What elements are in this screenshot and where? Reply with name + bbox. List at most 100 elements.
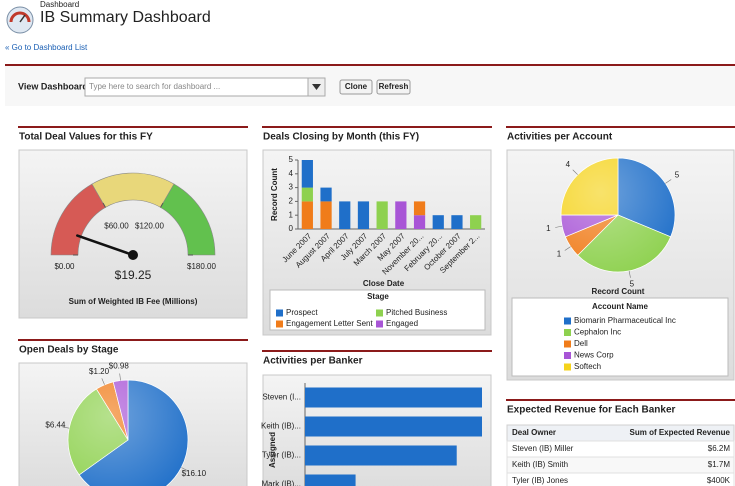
bar-segment (470, 215, 482, 229)
panel-title: Activities per Banker (263, 356, 363, 367)
gauge-tick-label: $180.00 (187, 262, 216, 271)
breadcrumb: Dashboard (40, 0, 79, 9)
gauge-caption: Sum of Weighted IB Fee (Millions) (69, 297, 198, 306)
gauge-needle (76, 234, 135, 257)
toolbar-label: View Dashboard (18, 81, 88, 91)
back-link[interactable]: « Go to Dashboard List (5, 43, 88, 52)
table-cell: Steven (IB) Miller (512, 444, 574, 453)
refresh-label: Refresh (379, 82, 409, 91)
bar-segment (413, 215, 426, 229)
pie-label: 1 (557, 250, 562, 259)
bar-segment (413, 201, 426, 216)
pie-label: $0.98 (109, 362, 130, 371)
table-row (506, 472, 735, 486)
bar-segment (301, 187, 313, 202)
legend-label: Engaged (386, 319, 418, 328)
gauge-band (160, 183, 216, 256)
y-tick-label: Steven (I... (262, 393, 301, 402)
gauge-tick (160, 202, 164, 208)
y-tick-label: 5 (289, 155, 294, 164)
y-tick-label: 1 (289, 210, 294, 219)
clone-label: Clone (345, 82, 368, 91)
gauge-hub (128, 250, 138, 260)
icon-arc (9, 11, 31, 23)
table-cell: Keith (IB) Smith (512, 460, 568, 469)
pie-label: 5 (675, 171, 680, 180)
gauge-tick-label: $120.00 (135, 222, 164, 231)
legend-label: Softech (574, 362, 601, 371)
table-header: Sum of Expected Revenue (630, 428, 731, 437)
panel-rule (506, 399, 735, 401)
bar-segment (395, 201, 407, 229)
table-cell: $6.2M (708, 444, 731, 453)
legend-label: News Corp (574, 351, 614, 360)
page-title: IB Summary Dashboard (40, 9, 211, 26)
panel-title: Deals Closing by Month (this FY) (263, 132, 419, 143)
dropdown-arrow (312, 84, 321, 90)
bar-segment (357, 201, 370, 229)
legend-box (511, 297, 729, 377)
panel-title: Expected Revenue for Each Banker (507, 405, 676, 416)
panel-title: Activities per Account (507, 132, 613, 143)
legend-title: Stage (367, 292, 389, 301)
gauge-value: $19.25 (115, 268, 152, 282)
bar-segment (320, 201, 332, 229)
pie-label: 1 (546, 224, 551, 233)
bar (305, 416, 482, 437)
y-tick-label: 2 (289, 197, 294, 206)
legend-swatch (564, 340, 571, 348)
y-tick-label: 4 (289, 169, 294, 178)
bar (305, 445, 457, 466)
legend-swatch (564, 317, 571, 325)
bar-segment (301, 201, 313, 229)
panel-rule (506, 126, 735, 128)
gauge-tick-label: $0.00 (54, 262, 75, 271)
pie-leader (119, 373, 121, 381)
panel-rule (262, 126, 492, 128)
legend-swatch (564, 329, 571, 336)
pie-label: $6.44 (45, 421, 66, 430)
legend-swatch (376, 309, 383, 317)
y-tick-label: 0 (289, 224, 294, 233)
pie-subtitle: Record Count (592, 287, 645, 296)
pie-label: 5 (630, 280, 635, 289)
legend-swatch (276, 309, 283, 317)
legend-swatch (276, 320, 283, 328)
legend-swatch (376, 320, 383, 328)
y-tick-label: Keith (IB)... (261, 422, 301, 431)
pie-label: 4 (566, 160, 571, 169)
panel-title: Total Deal Values for this FY (19, 132, 153, 143)
search-placeholder: Type here to search for dashboard ... (89, 82, 220, 91)
gauge-tick-label: $60.00 (104, 222, 129, 231)
bar-segment (451, 215, 463, 229)
legend-swatch (564, 363, 571, 371)
pie-label: $1.20 (89, 367, 110, 376)
legend-label: Prospect (286, 308, 318, 317)
pie-leader (628, 270, 631, 278)
x-axis-label: Close Date (363, 279, 405, 288)
legend-title: Account Name (592, 302, 649, 311)
panel-title: Open Deals by Stage (19, 345, 119, 356)
toolbar-rule (5, 64, 735, 66)
bar-segment (339, 201, 351, 229)
pie-leader (555, 225, 563, 228)
bar (305, 474, 356, 486)
bar-segment (301, 160, 313, 188)
panel-rule (18, 126, 248, 128)
legend-label: Pitched Business (386, 308, 447, 317)
refresh-button[interactable] (376, 79, 411, 95)
legend-label: Engagement Letter Sent (286, 319, 374, 328)
bar-segment (376, 201, 388, 229)
y-axis-label: Assigned (268, 432, 277, 468)
y-tick-label: Tyler (IB)... (262, 451, 301, 460)
clone-button[interactable] (339, 79, 373, 95)
icon-needle (19, 14, 26, 23)
legend-swatch (564, 352, 571, 359)
y-tick-label: Mark (IB)... (261, 480, 301, 486)
dashboard-icon (6, 6, 34, 34)
table-cell: Tyler (IB) Jones (512, 476, 568, 485)
bar (305, 387, 482, 408)
table-cell: $400K (707, 476, 731, 485)
legend-label: Biomarin Pharmaceutical Inc (574, 316, 676, 325)
